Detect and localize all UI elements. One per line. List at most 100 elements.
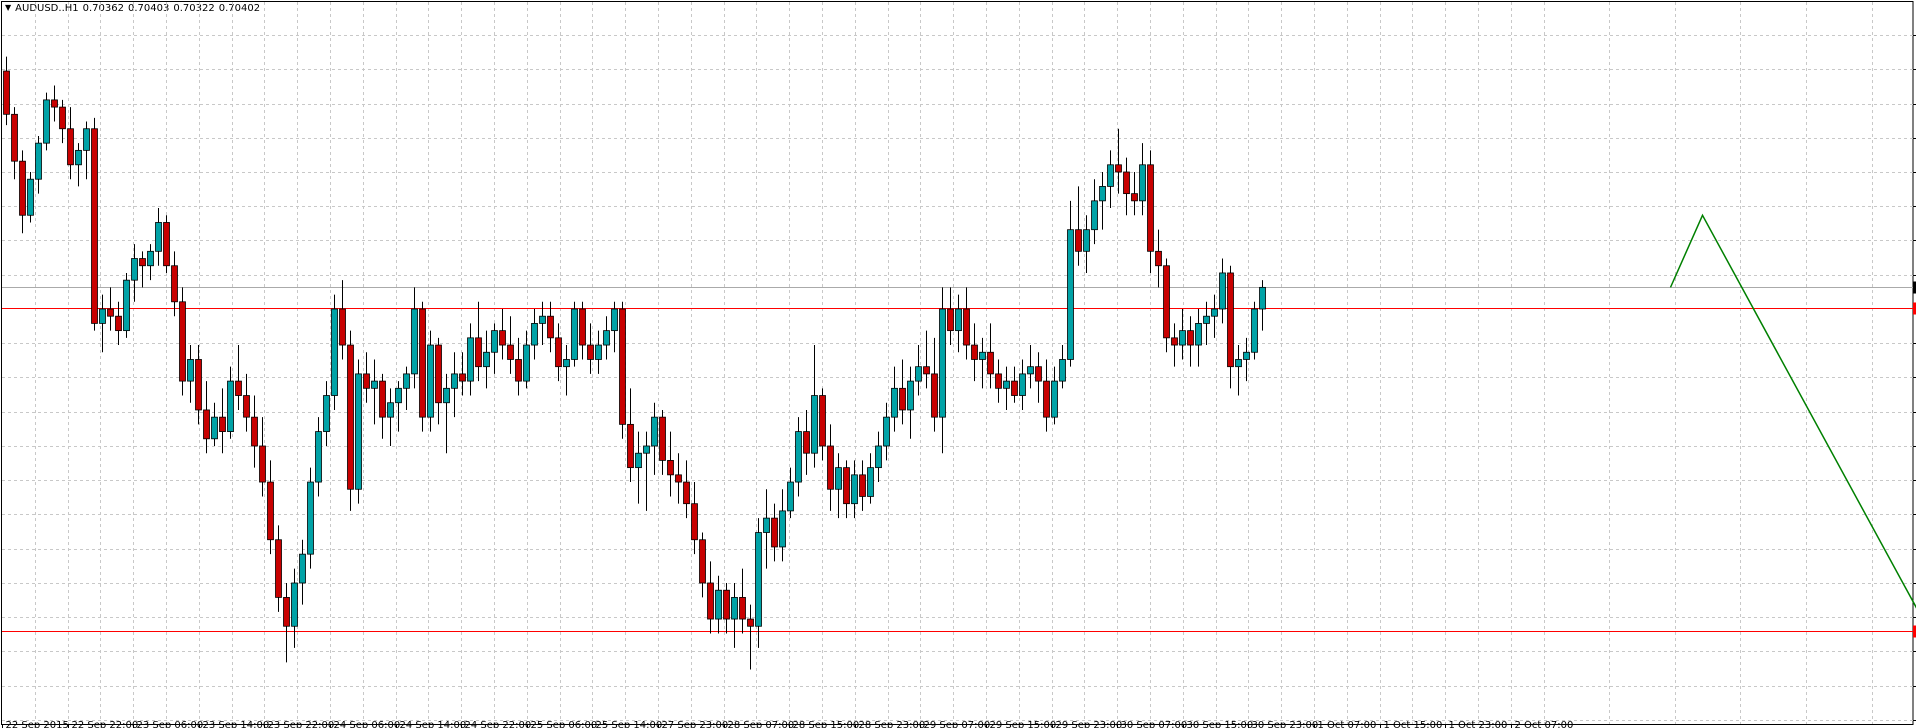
candle-body (1059, 359, 1066, 382)
candle-body (51, 99, 58, 108)
candle (867, 453, 874, 504)
candle-body (1099, 186, 1106, 202)
candle (171, 251, 178, 317)
candle-body (99, 308, 106, 324)
candle-body (443, 387, 450, 404)
candle (483, 330, 490, 389)
triangle-down-icon[interactable]: ▼ (5, 3, 12, 12)
candle (67, 107, 74, 180)
candle (843, 460, 850, 519)
candle (715, 575, 722, 634)
x-tick-label: 1 Oct 23:00 (1449, 720, 1508, 728)
candle (579, 301, 586, 360)
candle-body (267, 481, 274, 541)
candle (787, 467, 794, 519)
candle-body (1243, 351, 1250, 360)
candle (491, 323, 498, 374)
candle (971, 323, 978, 382)
candle-body (763, 517, 770, 533)
candle-body (1051, 380, 1058, 418)
candle-body (155, 222, 162, 252)
candle (1171, 323, 1178, 367)
candle-body (539, 315, 546, 324)
candle-body (339, 308, 346, 346)
candle (299, 539, 306, 605)
candle-body (715, 589, 722, 620)
candle-body (187, 359, 194, 382)
candle (307, 467, 314, 569)
candle-body (579, 308, 586, 346)
candle (1227, 265, 1234, 389)
x-tick-label: 29 Sep 23:00 (1056, 720, 1123, 728)
candle (443, 373, 450, 454)
candle-body (955, 308, 962, 332)
candle-body (83, 128, 90, 151)
candle-body (131, 258, 138, 281)
projection-line (1669, 213, 1916, 609)
candle-body (1235, 359, 1242, 368)
candle-body (147, 250, 154, 267)
candle (531, 309, 538, 360)
candle-body (859, 474, 866, 497)
candle-body (1107, 164, 1114, 187)
candle (1091, 179, 1098, 245)
candle (619, 301, 626, 439)
candle (467, 323, 474, 396)
candle-body (515, 359, 522, 382)
price-axis[interactable]: 0.711000.710050.709100.708150.707200.706… (1913, 31, 1916, 727)
candle (883, 402, 890, 461)
chart-title-bar: ▼ AUDUSD..H1 0.70362 0.70403 0.70322 0.7… (5, 3, 260, 14)
candle (603, 316, 610, 360)
candle-body (1171, 337, 1178, 346)
candle-body (91, 128, 98, 324)
candle-body (555, 337, 562, 368)
candle-body (915, 366, 922, 382)
candle (251, 395, 258, 468)
candle-body (427, 344, 434, 418)
candle (1235, 345, 1242, 396)
candle (243, 373, 250, 432)
candle (99, 294, 106, 353)
candle (835, 453, 842, 519)
candle-body (643, 445, 650, 454)
candle (211, 402, 218, 446)
candle (1243, 337, 1250, 382)
ohlc-high: 0.70403 (127, 3, 170, 14)
candle-body (1091, 200, 1098, 231)
candle (219, 388, 226, 454)
candle-body (1227, 272, 1234, 368)
candle (963, 287, 970, 360)
candle-body (675, 474, 682, 483)
candle (643, 431, 650, 511)
candle (107, 287, 114, 331)
candle (91, 117, 98, 331)
x-tick-label: 27 Sep 23:00 (662, 720, 729, 728)
candle (563, 345, 570, 396)
candle-body (875, 445, 882, 469)
candle (947, 287, 954, 346)
candle (923, 330, 930, 389)
candle-body (779, 510, 786, 548)
candle (1099, 172, 1106, 230)
candle (763, 489, 770, 569)
candle (139, 251, 146, 288)
candle (1219, 258, 1226, 324)
candle-body (1067, 229, 1074, 360)
candle (891, 366, 898, 432)
candle (51, 85, 58, 122)
x-tick-label: 30 Sep 23:00 (1252, 720, 1319, 728)
candle (1179, 309, 1186, 360)
candle-body (979, 351, 986, 360)
candle (155, 208, 162, 266)
candle-body (451, 373, 458, 389)
candle-body (395, 387, 402, 404)
candle-body (603, 330, 610, 346)
candle-body (331, 308, 338, 396)
horizontal-lines (2, 287, 1913, 632)
candle-body (363, 373, 370, 389)
candle-body (483, 351, 490, 368)
candle-body (1147, 164, 1154, 252)
